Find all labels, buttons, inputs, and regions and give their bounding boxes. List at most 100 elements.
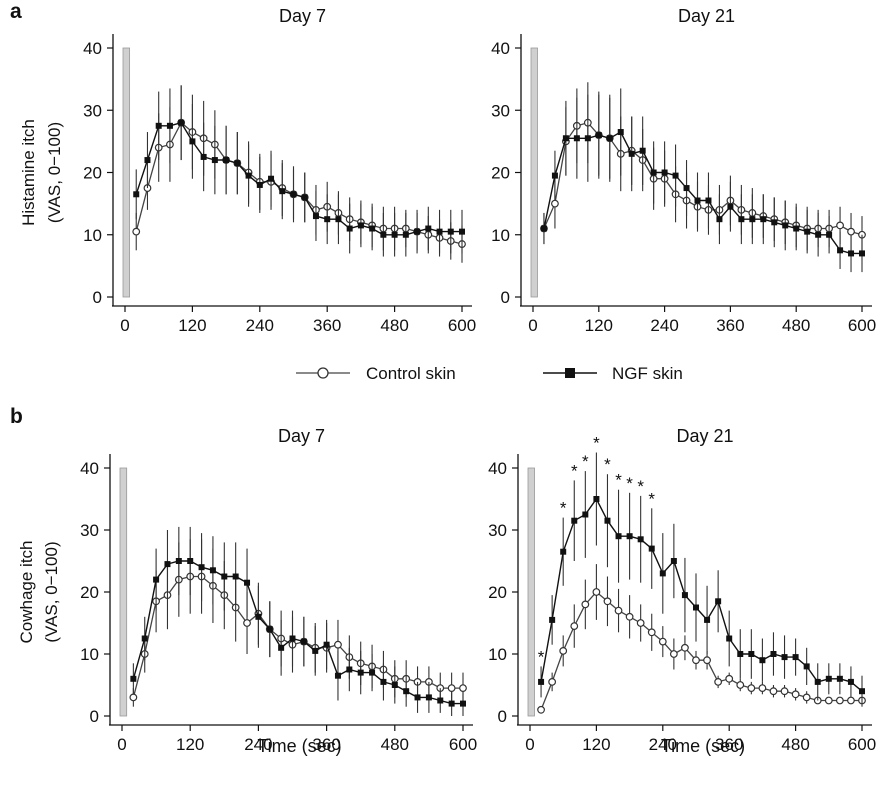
data-point bbox=[187, 558, 194, 564]
data-point bbox=[570, 622, 579, 630]
panel-title: Day 7 bbox=[278, 426, 325, 446]
series-control bbox=[132, 85, 466, 263]
data-point bbox=[837, 247, 844, 254]
data-point bbox=[290, 191, 297, 198]
data-point bbox=[300, 638, 307, 645]
x-tick-label: 600 bbox=[448, 316, 476, 335]
data-point bbox=[200, 153, 207, 160]
data-point bbox=[847, 227, 855, 236]
data-point bbox=[301, 194, 308, 201]
y-axis-label: (VAS, 0−100) bbox=[42, 541, 61, 642]
data-point bbox=[234, 160, 241, 167]
data-point bbox=[737, 651, 744, 657]
data-point bbox=[357, 669, 364, 676]
data-point bbox=[155, 122, 162, 129]
data-point bbox=[749, 216, 756, 223]
data-point bbox=[694, 197, 701, 204]
data-point bbox=[782, 222, 789, 229]
x-tick-label: 240 bbox=[244, 735, 272, 754]
x-tick-label: 480 bbox=[781, 735, 809, 754]
data-point bbox=[132, 227, 141, 236]
data-point bbox=[736, 681, 745, 689]
data-point bbox=[198, 564, 205, 571]
data-point bbox=[334, 640, 342, 649]
data-point bbox=[133, 191, 140, 198]
data-point bbox=[714, 678, 723, 686]
data-point bbox=[289, 635, 296, 642]
data-point bbox=[144, 157, 151, 164]
data-point bbox=[595, 132, 602, 139]
data-point bbox=[436, 228, 443, 235]
data-point bbox=[130, 675, 137, 682]
data-point bbox=[825, 675, 832, 682]
data-point bbox=[835, 696, 844, 705]
panel-title: Day 21 bbox=[678, 6, 735, 26]
y-tick-label: 30 bbox=[83, 101, 102, 120]
x-tick-label: 600 bbox=[449, 735, 477, 754]
y-tick-label: 30 bbox=[491, 101, 510, 120]
y-tick-label: 10 bbox=[80, 645, 99, 664]
data-point bbox=[814, 678, 821, 685]
control-line bbox=[543, 121, 863, 236]
data-point bbox=[414, 694, 421, 701]
data-point bbox=[335, 216, 342, 223]
data-point bbox=[232, 573, 239, 580]
data-point bbox=[747, 684, 756, 692]
y-tick-label: 0 bbox=[498, 707, 507, 726]
data-point bbox=[658, 637, 667, 646]
x-tick-label: 0 bbox=[525, 735, 534, 754]
y-tick-label: 0 bbox=[501, 288, 510, 307]
data-point bbox=[255, 613, 262, 620]
panel-letter: a bbox=[10, 0, 22, 23]
data-point bbox=[562, 135, 569, 142]
x-axis-label: Time (sec) bbox=[257, 736, 341, 756]
y-tick-label: 10 bbox=[488, 645, 507, 664]
data-point bbox=[582, 511, 589, 518]
control-line bbox=[540, 591, 862, 711]
data-point bbox=[573, 135, 580, 142]
data-point bbox=[460, 700, 466, 707]
x-tick-label: 480 bbox=[380, 316, 408, 335]
y-tick-label: 40 bbox=[491, 39, 510, 58]
data-point bbox=[221, 573, 228, 580]
significance-star: * bbox=[560, 499, 567, 518]
y-tick-label: 0 bbox=[90, 707, 99, 726]
significance-star: * bbox=[571, 461, 578, 480]
data-point bbox=[244, 579, 251, 586]
series-control bbox=[129, 539, 467, 707]
legend-control-marker bbox=[317, 367, 329, 379]
y-tick-label: 0 bbox=[93, 288, 102, 307]
data-point bbox=[725, 674, 734, 683]
data-point bbox=[692, 656, 700, 665]
data-point bbox=[334, 672, 341, 679]
significance-star: * bbox=[648, 489, 655, 508]
data-point bbox=[603, 597, 612, 606]
data-point bbox=[650, 169, 657, 176]
data-point bbox=[447, 684, 456, 692]
y-axis-label: Histamine itch bbox=[19, 119, 38, 226]
y-axis-label: (VAS, 0−100) bbox=[45, 122, 64, 223]
data-point bbox=[540, 225, 547, 232]
data-point bbox=[628, 150, 635, 157]
data-point bbox=[268, 175, 275, 182]
data-point bbox=[459, 684, 467, 692]
y-tick-label: 10 bbox=[83, 226, 102, 245]
data-point bbox=[716, 216, 723, 223]
series-ngf bbox=[540, 88, 865, 273]
chart-panel-3: 0 10 20 30 40 0 120 240 360 480 600 Day 7 b Cowhage i… bbox=[10, 405, 477, 756]
data-point bbox=[243, 619, 251, 627]
data-point bbox=[369, 669, 376, 676]
panel-title: Day 21 bbox=[676, 426, 733, 446]
y-tick-label: 10 bbox=[491, 226, 510, 245]
data-point bbox=[209, 567, 216, 574]
data-point bbox=[705, 197, 712, 204]
x-tick-label: 480 bbox=[782, 316, 810, 335]
panels: 0 10 20 30 40 0 120 240 360 480 600 Day 7 a Histamine… bbox=[10, 0, 876, 756]
ngf-line bbox=[135, 121, 462, 236]
data-point bbox=[414, 228, 421, 235]
legend-ngf-marker bbox=[565, 368, 575, 378]
data-point bbox=[211, 157, 218, 164]
chart-panel-1: 0 10 20 30 40 0 120 240 360 480 600 Day 7 a Histamine… bbox=[10, 0, 476, 335]
data-point bbox=[693, 604, 699, 611]
